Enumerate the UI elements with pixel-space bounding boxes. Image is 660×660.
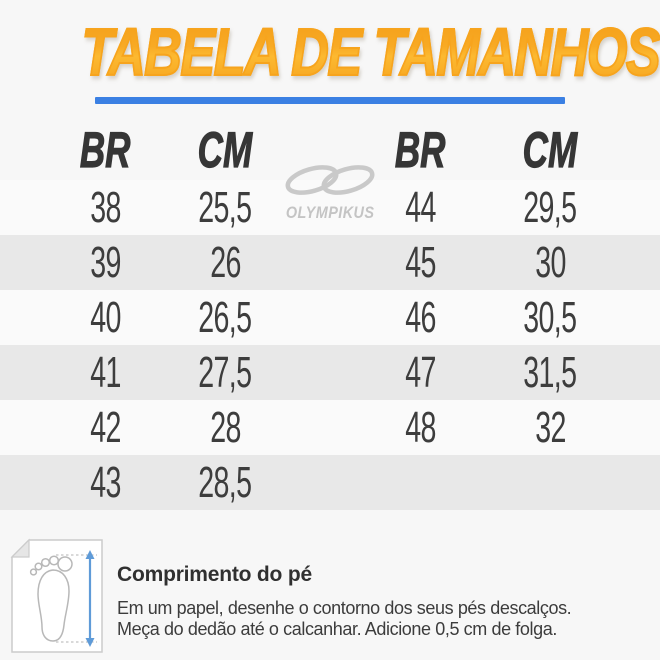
foot-outline [29,555,73,642]
olympikus-rings-icon [285,165,375,195]
table-row: 42 28 48 32 [0,400,660,455]
table-row: 43 28,5 [0,455,660,510]
table-row: 38 25,5 44 29,5 [0,180,660,235]
table-cell: 26 [209,237,241,287]
footer-instructions: Comprimento do pé Em um papel, desenhe o… [117,563,652,639]
table-cell [480,474,620,492]
table-cell: 30,5 [523,292,577,342]
table-cell: 25,5 [198,182,252,232]
footer-instructions-line2: Meça do dedão até o calcanhar. Adicione … [117,618,557,639]
olympikus-wordmark: OLYMPIKUS [285,203,375,222]
table-cell: 30 [534,237,566,287]
foot-measure-icon [10,538,103,653]
table-cell: 39 [89,237,121,287]
table-cell: 28,5 [198,457,252,507]
footer-heading: Comprimento do pé [117,563,312,586]
table-cell: 46 [404,292,436,342]
header-cell-cm-left: CM [197,122,253,178]
page-title: TABELA DE TAMANHOS [81,14,660,91]
table-cell: 26,5 [198,292,252,342]
table-header-row: BR CM BR CM [0,120,660,180]
footer-instructions-line1: Em um papel, desenhe o contorno dos seus… [117,598,572,618]
table-cell: 29,5 [523,182,577,232]
table-cell: 47 [404,347,436,397]
table-cell: 43 [89,457,121,507]
measure-guide-lines [56,554,97,643]
page-title-wrap: TABELA DE TAMANHOS [0,14,660,91]
table-cell: 40 [89,292,121,342]
table-row: 39 26 45 30 [0,235,660,290]
header-cell-br-left: BR [79,122,131,178]
title-underline [95,97,565,104]
table-cell: 44 [404,182,436,232]
table-cell: 27,5 [198,347,252,397]
size-table: BR CM BR CM 38 25,5 44 29,5 39 26 45 30 … [0,120,660,510]
header-cell-cm-right: CM [522,122,578,178]
paper-fold-corner [10,538,30,558]
table-cell: 28 [209,402,241,452]
table-row: 41 27,5 47 31,5 [0,345,660,400]
table-cell: 38 [89,182,121,232]
table-row: 40 26,5 46 30,5 [0,290,660,345]
table-cell: 42 [89,402,121,452]
olympikus-logo: OLYMPIKUS [265,162,395,223]
table-cell: 32 [534,402,566,452]
table-cell [360,474,480,492]
measure-arrow-icon [85,550,95,647]
table-cell: 31,5 [523,347,577,397]
table-cell: 45 [404,237,436,287]
table-cell: 48 [404,402,436,452]
table-cell: 41 [89,347,121,397]
header-cell-br-right: BR [394,122,446,178]
